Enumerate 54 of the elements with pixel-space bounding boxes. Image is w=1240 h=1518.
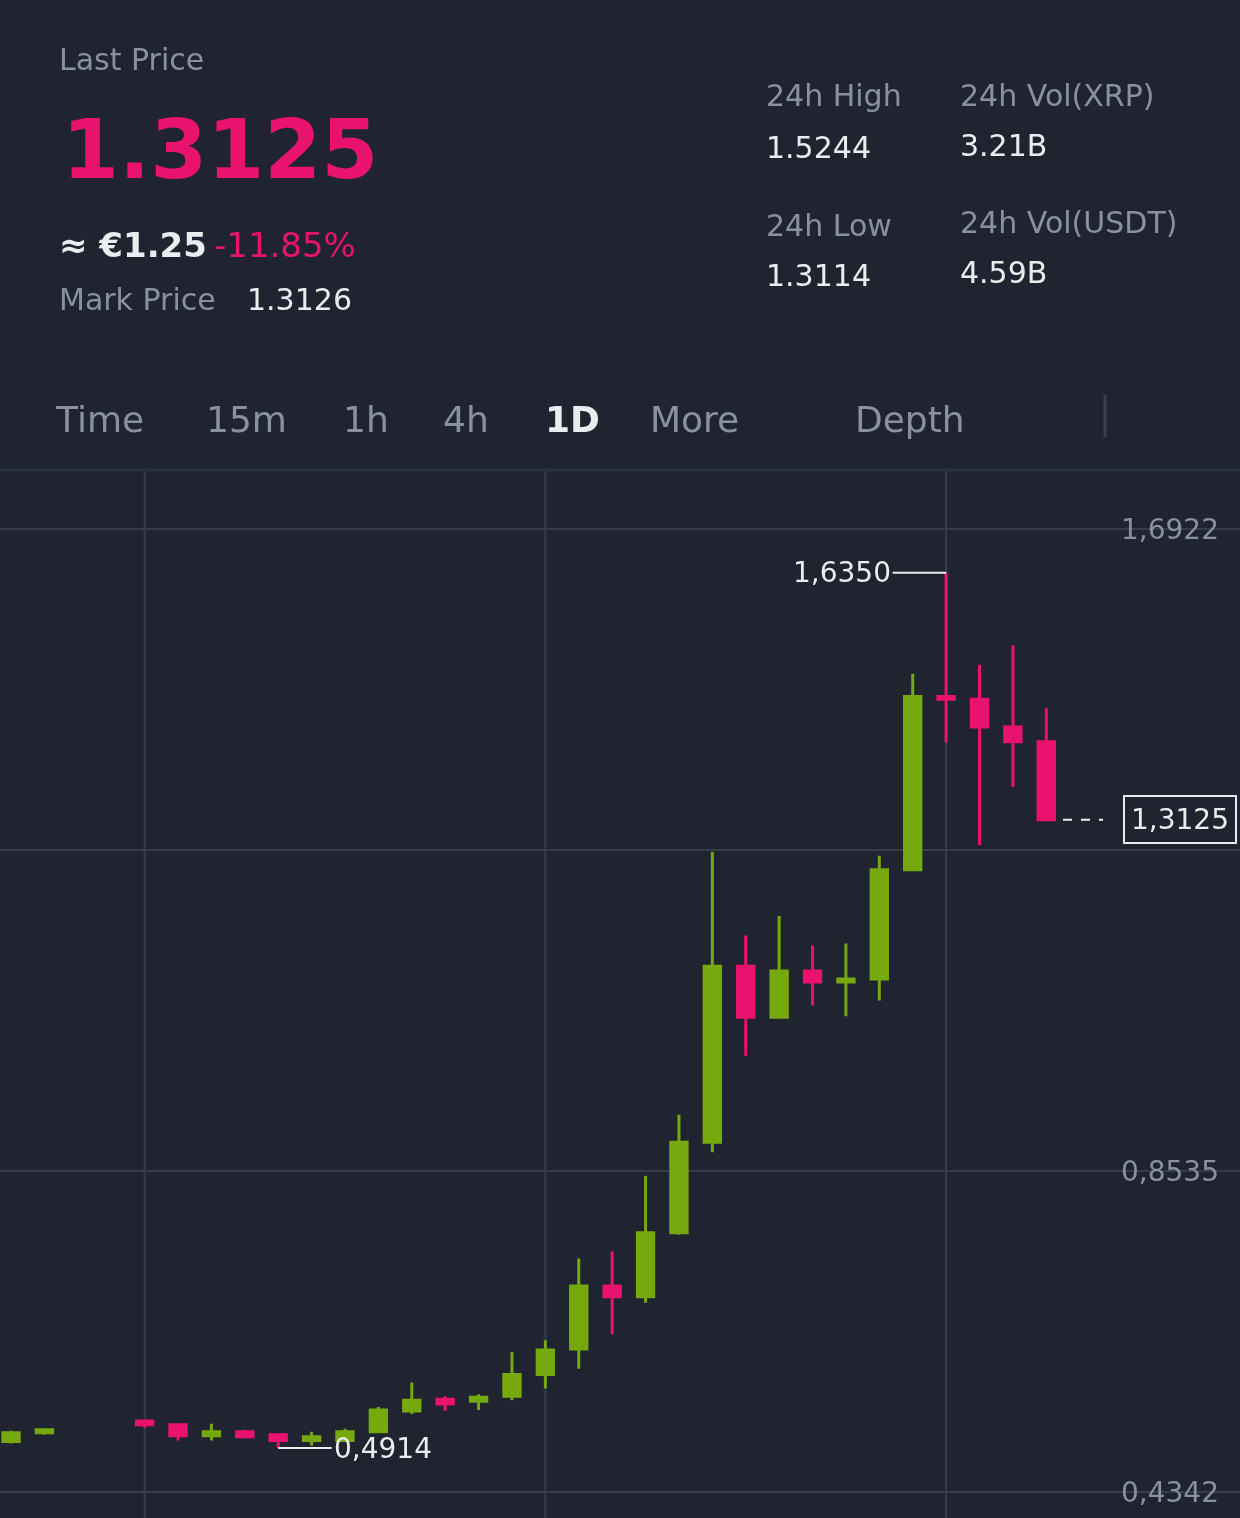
candlestick [168, 1423, 188, 1443]
y-tick-label: 0,4342 [1121, 1475, 1219, 1509]
y-tick-label: 0,8535 [1121, 1154, 1219, 1188]
candlestick [736, 935, 756, 1056]
candlestick [702, 851, 723, 1153]
text: Last Price [59, 42, 205, 77]
candlestick [635, 1175, 656, 1303]
candlestick [468, 1392, 489, 1412]
candlestick [1, 1429, 21, 1446]
candlestick [903, 673, 923, 872]
text: 24h High [766, 78, 902, 113]
candlestick [1003, 645, 1023, 787]
candlestick [669, 1114, 689, 1235]
text: 3.21B [960, 128, 1048, 163]
text: Depth [855, 399, 965, 440]
text: 24h Vol(USDT) [960, 205, 1178, 240]
candlestick [134, 1419, 155, 1428]
text: 24h Vol(XRP) [960, 78, 1155, 113]
text: 1.3125 [62, 102, 379, 197]
text: 1.3126 [247, 282, 352, 317]
text: 1D [545, 399, 600, 440]
text: 4h [443, 399, 489, 440]
text: -11.85% [214, 225, 356, 265]
candlestick [268, 1433, 288, 1450]
ref-line-label: 1,3125 [1131, 803, 1229, 836]
candlestick [602, 1251, 622, 1335]
candlestick [769, 915, 789, 1019]
candlestick [368, 1407, 389, 1434]
candlestick [502, 1352, 522, 1401]
text: Mark Price [59, 282, 216, 317]
text: 15m [206, 399, 287, 440]
candlestick [201, 1422, 222, 1443]
annotation: 0,4914 [334, 1432, 432, 1465]
text: Time [55, 399, 145, 440]
y-tick-label: 1,6922 [1121, 512, 1219, 546]
candlestick [402, 1382, 422, 1414]
candlestick [936, 572, 956, 743]
text: 4.59B [960, 255, 1048, 290]
text: 1h [343, 399, 389, 440]
candlestick [569, 1258, 589, 1369]
candlestick [1036, 708, 1056, 822]
annotation: 1,6350 [793, 556, 891, 589]
candlestick [802, 945, 823, 1006]
text: 24h Low [766, 208, 892, 243]
text: 1.3114 [766, 258, 871, 293]
candlestick [869, 855, 889, 1001]
candlestick [535, 1340, 556, 1389]
text: ≈ €1.25 [59, 225, 207, 265]
candlestick [836, 943, 856, 1017]
candlestick [435, 1394, 455, 1413]
candlestick [301, 1430, 322, 1448]
text: More [650, 399, 740, 440]
candlestick [969, 664, 990, 846]
text: 1.5244 [766, 130, 871, 165]
